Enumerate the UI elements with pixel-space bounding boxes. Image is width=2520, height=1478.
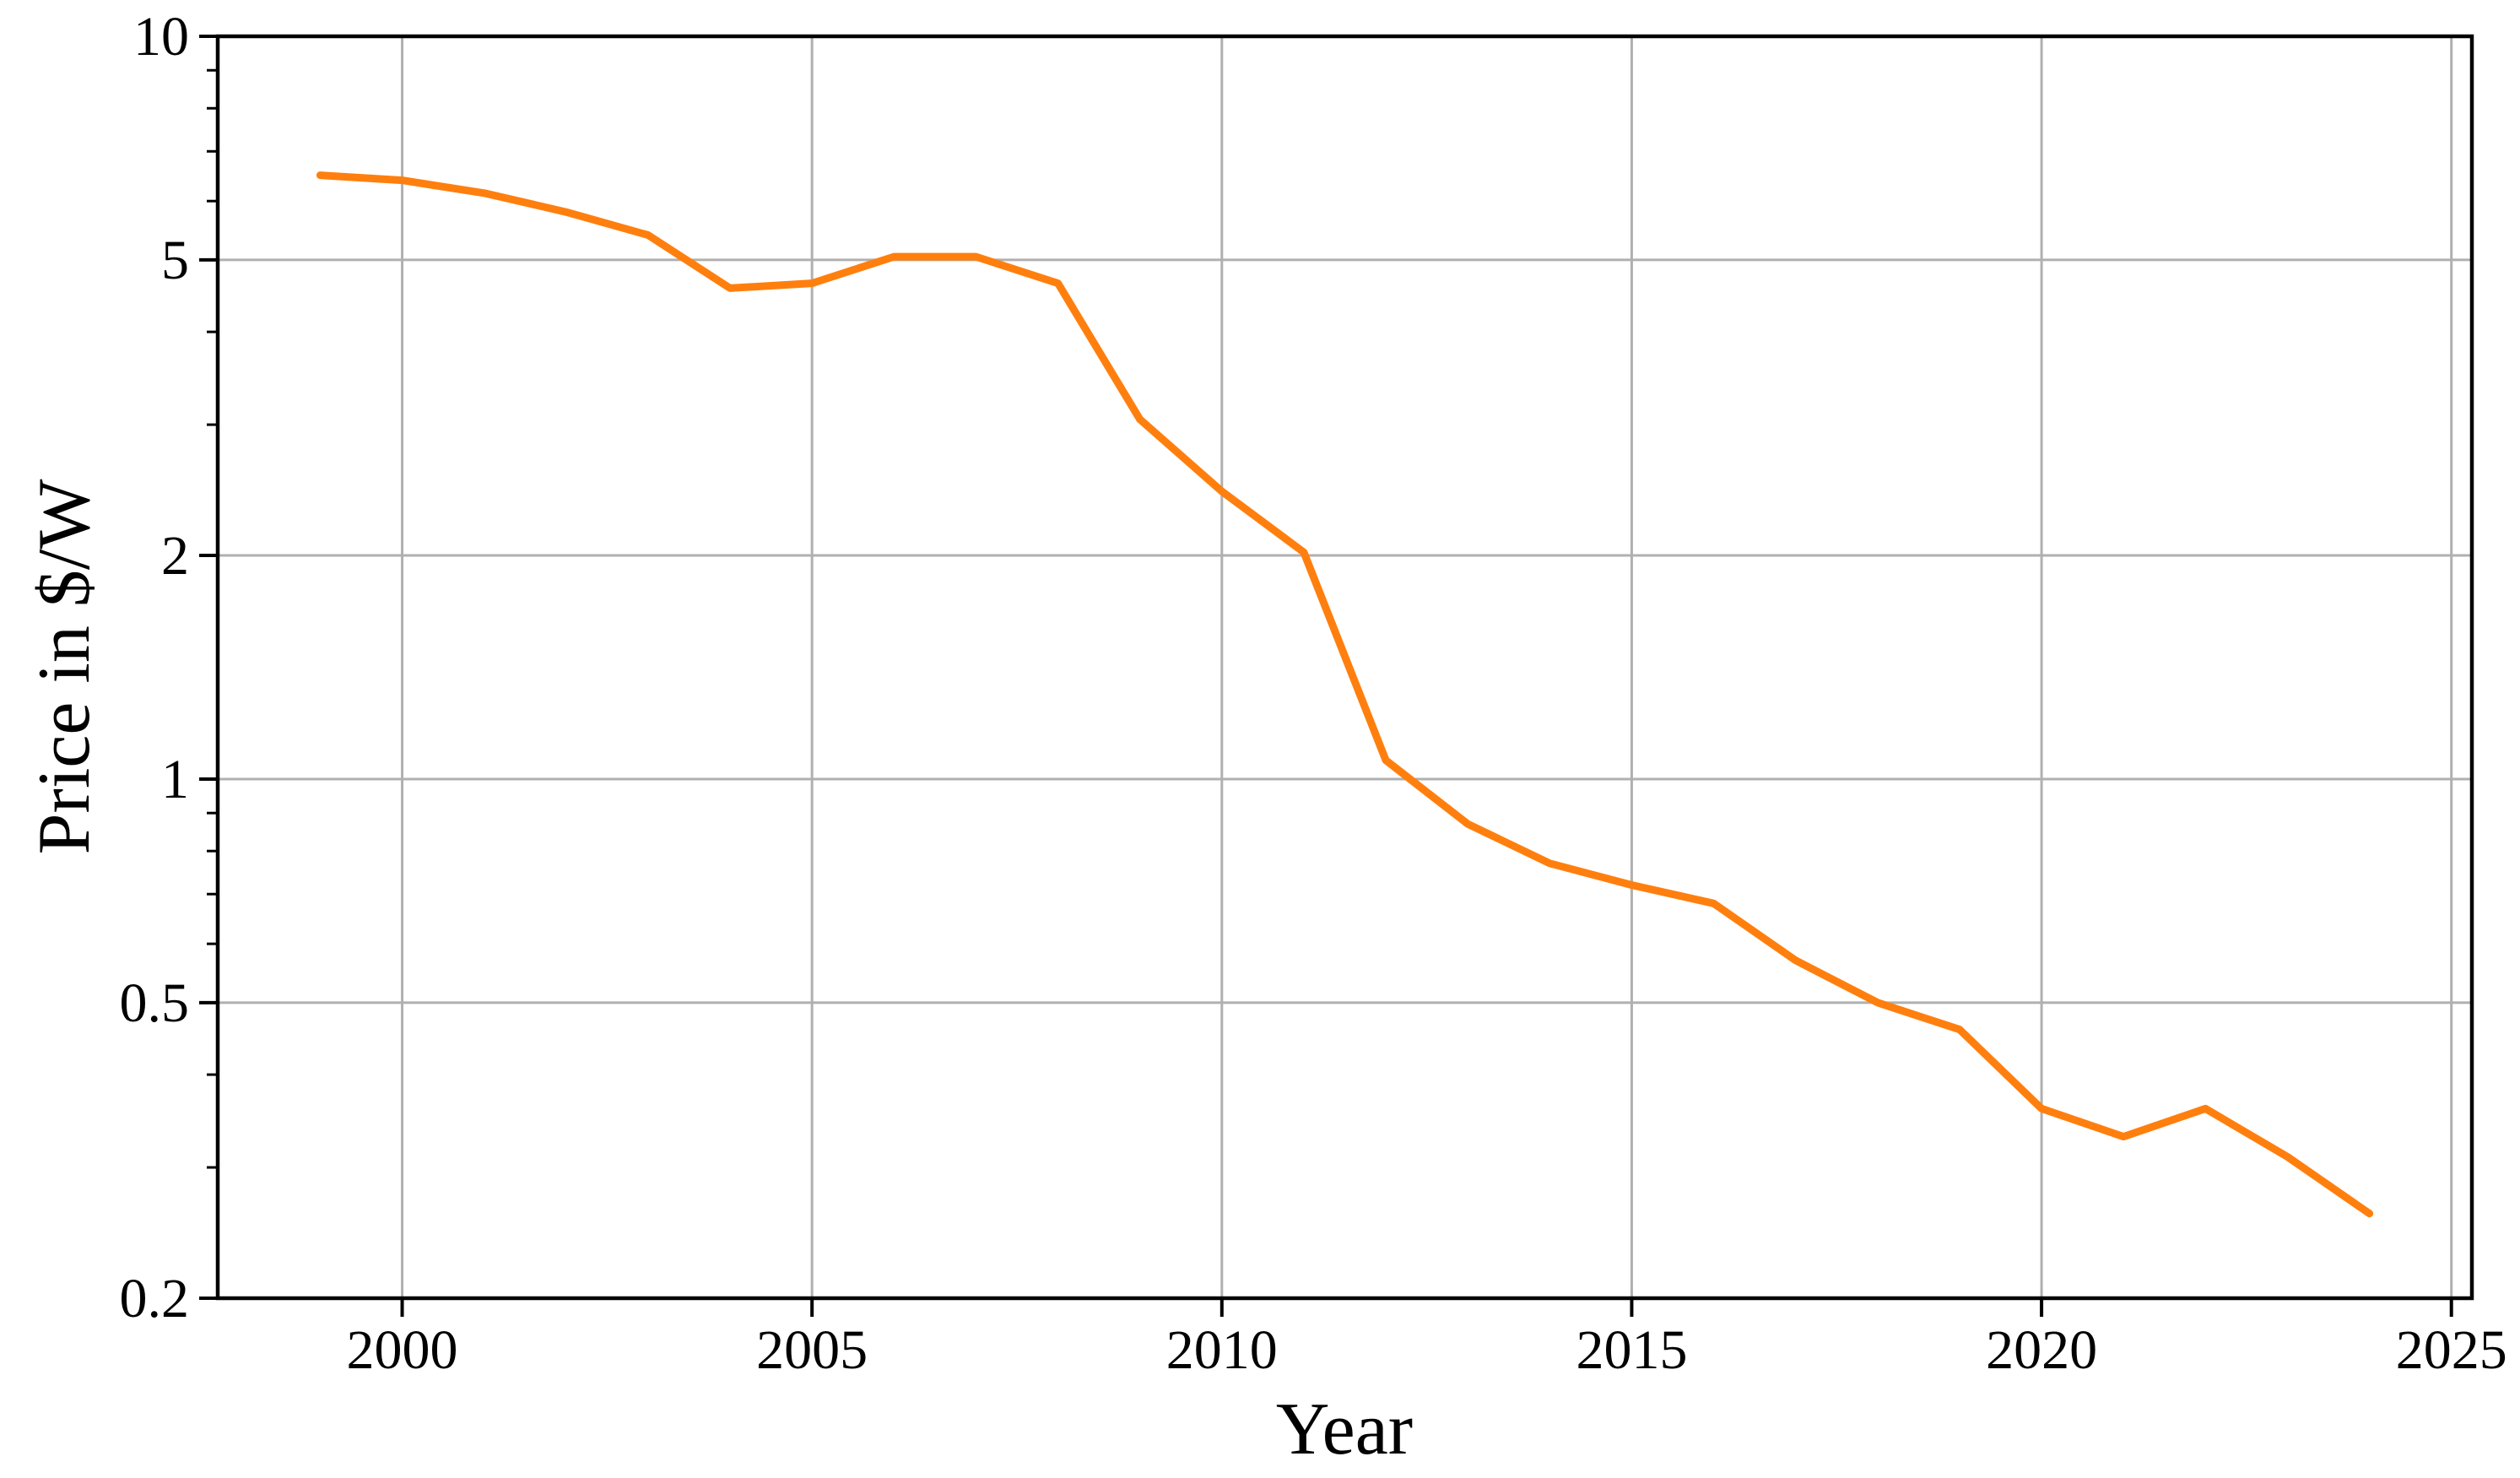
tick-layer: 2000 2005 2010 2015 2020 2025 10 5 2 1 0.5 0.2 — [120, 6, 2507, 1381]
y-tick-label: 1 — [161, 749, 189, 810]
y-tick-label: 0.5 — [120, 972, 190, 1034]
x-tick-label: 2020 — [1986, 1319, 2097, 1381]
x-tick-label: 2015 — [1576, 1319, 1687, 1381]
y-tick-label: 5 — [161, 230, 189, 291]
x-tick-label: 2025 — [2396, 1319, 2507, 1381]
grid-layer — [218, 36, 2472, 1298]
price-line — [316, 171, 2374, 1218]
y-tick-label: 2 — [161, 525, 189, 587]
x-tick-label: 2005 — [756, 1319, 868, 1381]
x-tick-label: 2000 — [347, 1319, 458, 1381]
y-tick-label: 0.2 — [120, 1268, 190, 1329]
y-tick-label: 10 — [133, 6, 189, 68]
x-axis-label: Year — [1276, 1389, 1413, 1470]
series-layer — [316, 171, 2374, 1218]
y-axis-label: Price in $/W — [24, 479, 105, 855]
plot-frame — [215, 34, 2474, 1301]
frame-layer — [215, 34, 2474, 1301]
x-tick-label: 2010 — [1166, 1319, 1278, 1381]
